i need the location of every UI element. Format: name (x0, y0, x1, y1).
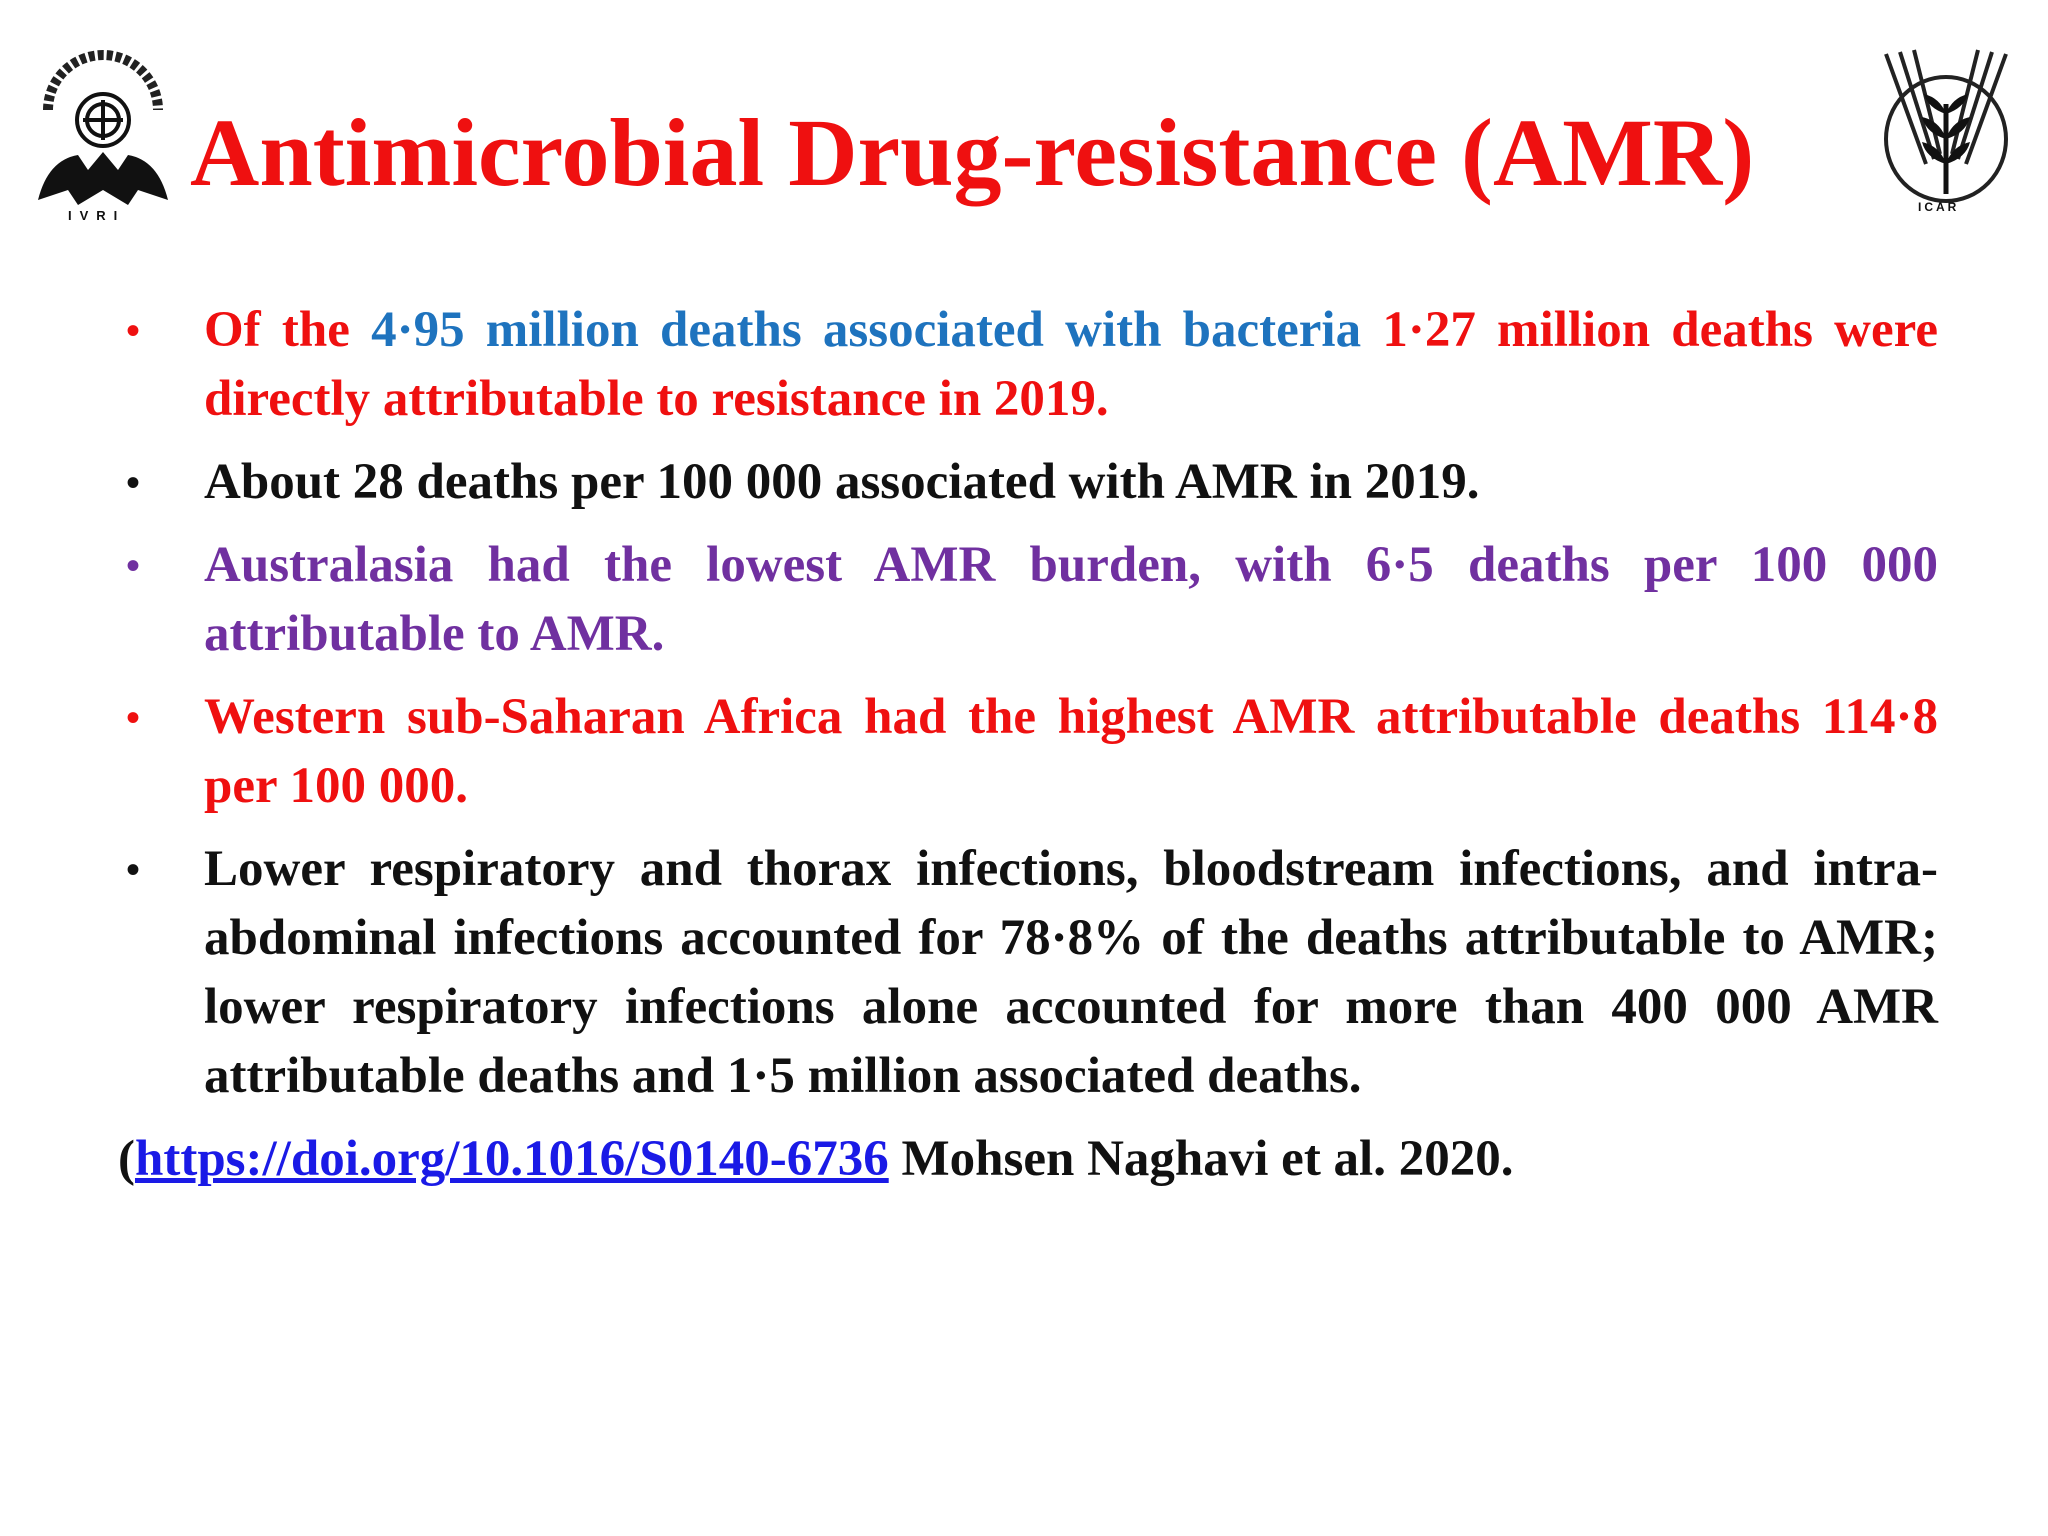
icar-caption: ICAR (1918, 200, 1960, 214)
bullet-text: Lower respiratory and thorax infections,… (204, 841, 1938, 1104)
bullet-item: • About 28 deaths per 100 000 associated… (118, 448, 1938, 517)
bullet-item: • Western sub-Saharan Africa had the hig… (118, 683, 1938, 821)
bullet-item: • Of the 4·95 million deaths associated … (118, 296, 1938, 434)
bullet-text: About 28 deaths per 100 000 associated w… (204, 454, 1480, 510)
ivri-caption: IVRI (68, 208, 126, 223)
bullet-list: • Of the 4·95 million deaths associated … (118, 296, 1938, 1111)
bullet-icon: • (126, 847, 141, 892)
doi-link[interactable]: https://doi.org/10.1016/S0140-6736 (134, 1131, 889, 1187)
bullet-text-highlight: 4·95 million deaths associated with bact… (371, 302, 1362, 358)
bullet-icon: • (126, 695, 141, 740)
bullet-text: Australasia had the lowest AMR burden, w… (204, 537, 1938, 662)
slide-title: Antimicrobial Drug-resistance (AMR) (190, 99, 1755, 206)
slide-body: • Of the 4·95 million deaths associated … (118, 296, 1938, 1194)
bullet-icon: • (126, 543, 141, 588)
bullet-text-segment: Of the (204, 302, 372, 358)
bullet-item: • Lower respiratory and thorax infection… (118, 835, 1938, 1111)
bullet-text-segment: 1·27 million deaths were directly attrib… (204, 302, 1939, 427)
icar-logo (1884, 49, 2008, 203)
bullet-text: Western sub-Saharan Africa had the highe… (204, 689, 1938, 814)
bullet-item: • Australasia had the lowest AMR burden,… (118, 531, 1938, 669)
reference-line: (https://doi.org/10.1016/S0140-6736 Mohs… (118, 1125, 1938, 1194)
reference-citation: Mohsen Naghavi et al. 2020. (888, 1131, 1514, 1187)
reference-paren: ( (118, 1131, 135, 1187)
bullet-icon: • (126, 460, 141, 505)
bullet-icon: • (126, 308, 141, 353)
ivri-logo (38, 50, 168, 205)
